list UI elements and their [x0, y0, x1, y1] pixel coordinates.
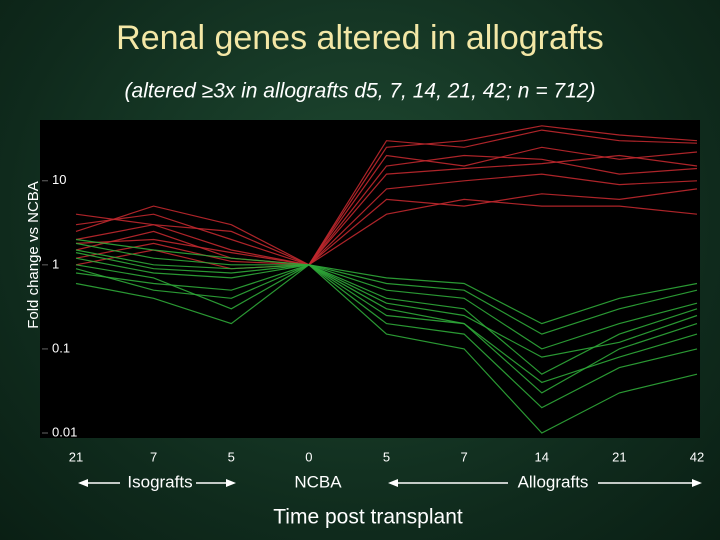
group-label: NCBA [294, 472, 342, 491]
x-tick-label: 42 [690, 449, 704, 464]
gene-line [75, 257, 698, 394]
gene-line [75, 173, 698, 266]
y-tick-label: 1 [52, 256, 59, 271]
y-axis-title: Fold change vs NCBA [25, 181, 42, 329]
x-tick-label: 21 [69, 449, 83, 464]
gene-line [75, 252, 698, 384]
gene-line [75, 264, 698, 434]
x-tick-label: 7 [150, 449, 157, 464]
gene-line [75, 146, 698, 266]
gene-line [75, 238, 698, 325]
x-tick-label: 0 [305, 449, 312, 464]
x-axis-title: Time post transplant [273, 506, 463, 529]
gene-line [75, 264, 698, 358]
gene-line [75, 198, 698, 270]
y-tick-label: 0.01 [52, 424, 77, 439]
y-tick-label: 0.1 [52, 340, 70, 355]
x-tick-label: 14 [535, 449, 549, 464]
chart-title: Renal genes altered in allografts [116, 19, 604, 57]
gene-line [75, 154, 698, 266]
group-arrows [78, 479, 702, 487]
gene-line [75, 125, 698, 266]
x-tick-label: 5 [228, 449, 235, 464]
group-label: Isografts [127, 472, 192, 491]
gene-line [75, 129, 698, 266]
gene-line [75, 264, 698, 409]
gene-line [75, 242, 698, 350]
gene-line [75, 154, 698, 266]
group-label: Allografts [518, 472, 589, 491]
chart-subtitle: (altered ≥3x in allografts d5, 7, 14, 21… [125, 80, 596, 103]
gene-line [75, 188, 698, 266]
x-tick-label: 5 [383, 449, 390, 464]
y-tick-label: 10 [52, 172, 66, 187]
x-tick-label: 7 [461, 449, 468, 464]
gene-line [75, 264, 698, 335]
x-tick-label: 21 [612, 449, 626, 464]
